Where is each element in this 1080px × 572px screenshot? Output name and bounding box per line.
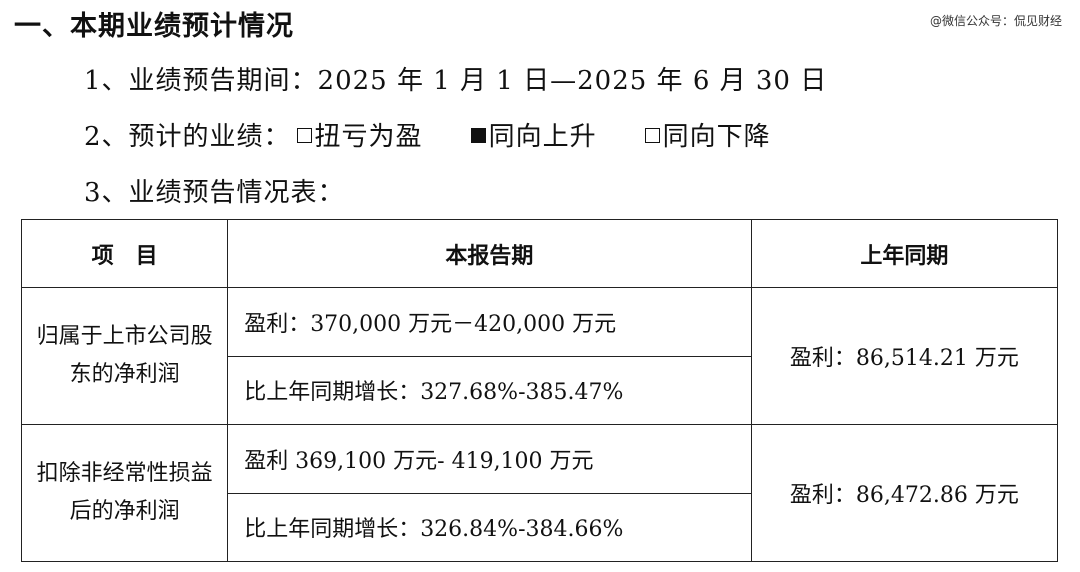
header-previous-period: 上年同期 [750, 219, 1059, 288]
option-increase: 同向上升 [470, 116, 597, 153]
current-profit-range: 盈利 369,100 万元- 419,100 万元 [227, 424, 752, 494]
option-label: 同向下降 [662, 122, 771, 152]
table-caption: 3、业绩预告情况表： [84, 178, 345, 208]
forecast-table: 项 目 本报告期 上年同期 归属于上市公司股东的净利润 盈利：370,000 万… [20, 219, 1059, 562]
table-header-row: 项 目 本报告期 上年同期 [20, 219, 1059, 288]
option-label: 扭亏为盈 [314, 122, 423, 152]
checkbox-icon [296, 128, 312, 143]
current-profit-range: 盈利：370,000 万元－420,000 万元 [227, 287, 752, 357]
checkbox-filled-icon [470, 128, 486, 143]
option-label: 同向上升 [488, 122, 597, 152]
forecast-period-line: 1、业绩预告期间：2025 年 1 月 1 日—2025 年 6 月 30 日 [84, 66, 828, 96]
table-row: 比上年同期增长：326.84%-384.66% [22, 492, 1058, 562]
table-row: 归属于上市公司股东的净利润 盈利：370,000 万元－420,000 万元 盈… [20, 287, 1059, 425]
item-label: 归属于上市公司股东的净利润 [36, 324, 213, 387]
header-item: 项 目 [20, 219, 229, 288]
item-label: 扣除非经常性损益后的净利润 [36, 461, 213, 524]
row-item-deducted-net-profit: 扣除非经常性损益后的净利润 [20, 424, 229, 562]
section-heading: 一、本期业绩预计情况 [14, 11, 294, 42]
previous-profit: 盈利：86,514.21 万元 [750, 287, 1059, 425]
forecast-type-prefix: 2、预计的业绩： [84, 122, 291, 152]
forecast-type-line: 2、预计的业绩： 扭亏为盈 同向上升 同向下降 [84, 116, 771, 153]
watermark: @微信公众号：侃见财经 [929, 14, 1062, 28]
current-growth-range: 比上年同期增长：327.68%-385.47% [227, 355, 752, 425]
option-decrease: 同向下降 [644, 116, 771, 153]
checkbox-icon [644, 128, 660, 143]
option-turnaround: 扭亏为盈 [296, 116, 423, 153]
table-row: 比上年同期增长：327.68%-385.47% [22, 355, 1058, 425]
table-row: 扣除非经常性损益后的净利润 盈利 369,100 万元- 419,100 万元 … [20, 424, 1059, 562]
header-current-period: 本报告期 [227, 219, 752, 288]
row-item-net-profit: 归属于上市公司股东的净利润 [20, 287, 229, 425]
previous-profit: 盈利：86,472.86 万元 [750, 424, 1059, 562]
current-growth-range: 比上年同期增长：326.84%-384.66% [227, 492, 752, 562]
